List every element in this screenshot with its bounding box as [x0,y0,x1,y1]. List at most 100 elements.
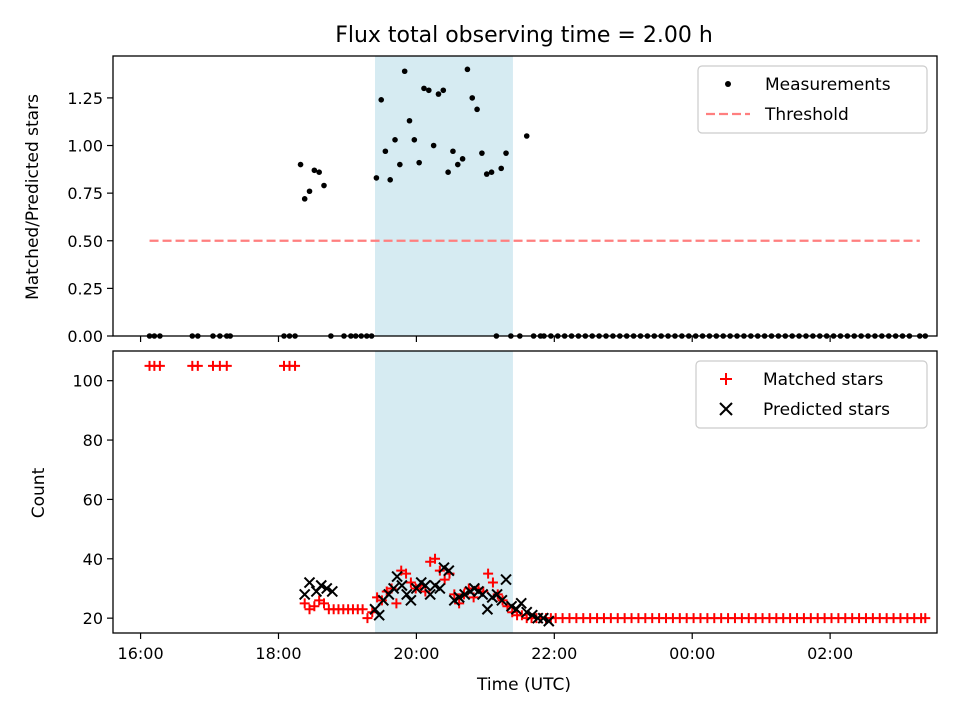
matched-star-point [405,577,416,588]
predicted-star-point [537,612,549,624]
measurement-point [464,66,471,73]
x-tick-label: 00:00 [669,644,715,663]
matched-star-point [401,568,412,579]
predicted-star-point [543,615,555,627]
measurement-point [297,161,304,168]
axes-frame [112,55,938,337]
matched-star-point [299,598,310,609]
y-axis-label-bottom: Count [29,467,49,518]
predicted-star-point [373,609,385,621]
x-tick-label: 16:00 [118,644,164,663]
legend-bottom-frame [695,360,928,429]
measurement-point [392,137,398,143]
measurement-point [411,137,418,143]
measurement-point [454,161,461,168]
measurement-point [401,68,408,75]
matched-star-point [420,586,431,597]
matched-star-point [154,360,165,371]
x-tick-label: 20:00 [393,644,439,663]
predicted-star-point [496,594,508,607]
y-tick-label: 1.00 [67,137,103,156]
measurement-point [311,167,318,174]
predicted-star-point [515,597,527,610]
measurement-point [321,182,327,189]
measurement-point [301,196,308,202]
predicted-star-point [419,579,432,592]
matched-star-point [221,360,232,371]
y-tick-label: 20 [83,609,103,628]
matched-star-point [454,598,465,609]
legend-matched-marker [720,373,732,385]
legend-predicted-label: Predicted stars [763,400,890,420]
legend-matched-label: Matched stars [763,370,883,390]
measurement-point [483,171,490,177]
axes-frame [112,350,938,634]
predicted-star-point [321,582,333,595]
matched-star-point [483,568,494,579]
matched-star-point [318,598,329,609]
measurement-point [503,150,509,156]
measurement-point [387,177,393,183]
predicted-star-point [396,579,408,592]
x-tick-label: 02:00 [807,644,853,663]
y-tick-label: 80 [83,431,103,450]
matched-star-point [430,553,441,564]
y-tick-label: 0.25 [67,279,103,298]
panel-ratio: 0.00 0.25 0.50 0.75 1.00 1.25 [67,55,938,346]
chart-title: Flux total observing time = 2.00 h [335,23,713,48]
predicted-star-point [303,576,316,589]
predicted-star-point [315,579,327,592]
measurement-point [316,169,322,175]
measurement-point [479,150,485,156]
panel-counts: 20 40 60 80 100 16:00 18:00 20:00 22:00 00:00 02:0… [72,350,938,663]
matched-star-point [362,613,373,624]
measurement-point [440,87,447,94]
predicted-star-point [521,606,533,618]
y-tick-label: 0.00 [67,327,103,346]
predicted-star-point [326,585,338,598]
measurement-point [445,169,451,175]
predicted-star-point [476,588,489,601]
y-tick-label: 0.75 [67,184,103,203]
predicted-star-point [369,603,381,615]
measurement-point [488,169,495,175]
measurement-point [378,97,385,103]
measurement-point [474,106,480,113]
measurement-point [406,117,413,124]
highlight-span [375,351,513,633]
measurement-point [498,165,505,172]
y-tick-label: 60 [83,490,103,509]
predicted-star-point [298,588,311,601]
y-tick-label: 40 [83,550,103,569]
measurement-point [459,156,466,162]
matched-star-point [290,360,301,371]
predicted-star-point [424,588,436,601]
predicted-star-point [387,582,400,595]
y-tick-label: 100 [72,372,103,391]
legend-bottom: Matched stars Predicted stars [695,360,928,429]
y-tick-label: 1.25 [67,89,103,108]
matched-star-point [487,577,498,588]
legend-measurements-marker [725,81,731,87]
measurement-point [469,95,476,101]
measurement-point [416,159,422,166]
predicted-star-point [401,588,413,601]
measurement-point [430,142,437,149]
predicted-star-point [391,570,403,583]
y-axis-label-top: Matched/Predicted stars [23,94,43,300]
measurement-point [397,161,403,168]
predicted-star-point [434,582,446,595]
x-tick-label: 22:00 [531,644,577,663]
measurement-point [435,91,442,97]
measurement-point [382,148,389,155]
predicted-star-point [526,609,538,621]
measurement-point [523,133,530,139]
matched-star-point [192,360,203,371]
legend-measurements-label: Measurements [765,75,891,95]
highlight-span [375,56,513,336]
measurement-point [450,148,456,155]
legend-threshold-label: Threshold [764,105,849,125]
x-tick-label: 18:00 [255,644,301,663]
measurement-point [426,87,432,94]
